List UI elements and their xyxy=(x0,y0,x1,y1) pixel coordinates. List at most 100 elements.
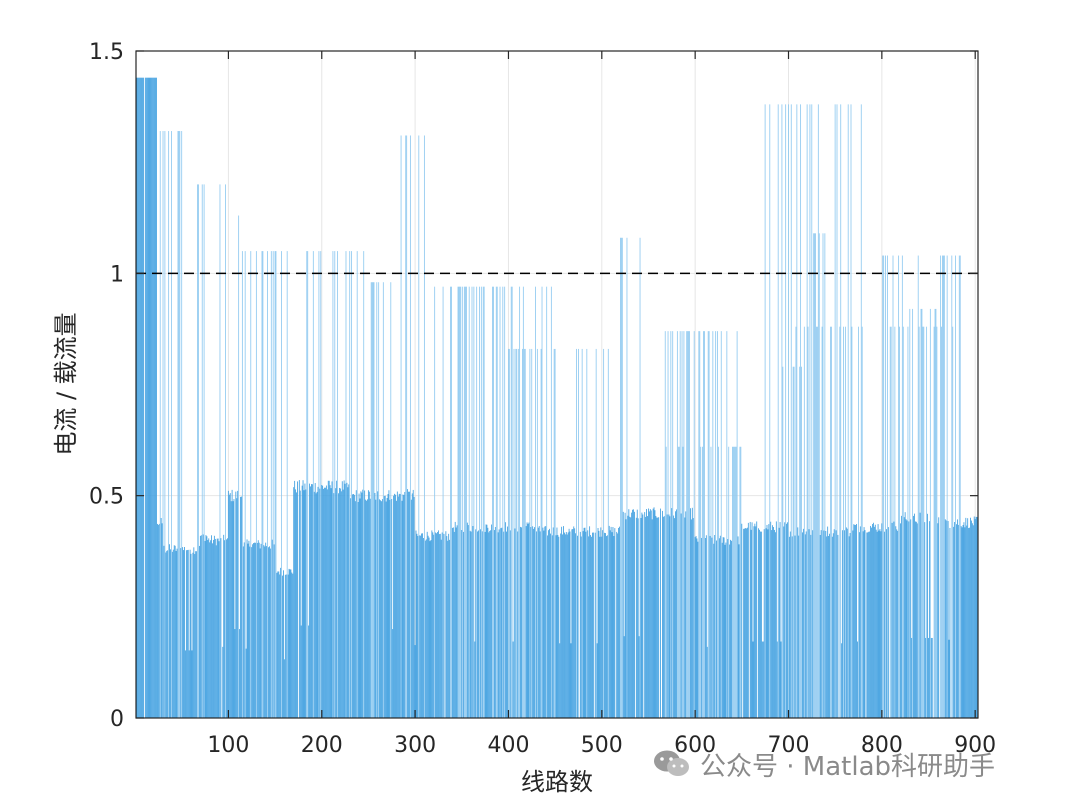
bar xyxy=(222,646,224,718)
bar xyxy=(885,255,886,718)
bar xyxy=(211,535,212,718)
bar xyxy=(559,643,561,718)
bar xyxy=(185,550,187,718)
bar xyxy=(926,326,928,718)
bar xyxy=(606,536,607,718)
bar xyxy=(883,255,885,718)
bar xyxy=(918,326,920,718)
bar xyxy=(564,534,566,718)
bar xyxy=(364,490,366,718)
bar xyxy=(426,531,428,718)
bar xyxy=(392,629,394,718)
bar xyxy=(482,286,484,718)
bar xyxy=(475,529,477,718)
bar xyxy=(270,251,272,718)
bar xyxy=(709,535,711,718)
bar xyxy=(175,550,177,718)
x-tick-label: 200 xyxy=(301,733,343,758)
bar xyxy=(960,526,962,718)
bar xyxy=(525,526,527,718)
bar xyxy=(142,77,143,719)
bar xyxy=(743,528,745,718)
bar xyxy=(274,251,276,718)
bar xyxy=(912,308,914,718)
bar xyxy=(251,547,253,718)
bar xyxy=(917,255,919,718)
bar xyxy=(630,517,632,718)
bar xyxy=(496,286,498,718)
bar xyxy=(499,286,501,718)
bar xyxy=(550,286,552,718)
bar xyxy=(732,446,733,718)
bar xyxy=(553,348,555,718)
bar xyxy=(311,484,312,718)
bar xyxy=(651,519,653,718)
bar xyxy=(521,527,522,718)
bar xyxy=(358,493,360,718)
bar xyxy=(183,550,184,718)
bar xyxy=(239,629,240,718)
bar xyxy=(754,523,756,718)
bar xyxy=(409,135,411,718)
bar xyxy=(485,524,487,718)
bar xyxy=(683,331,685,718)
bar xyxy=(664,331,666,718)
bar xyxy=(654,510,656,718)
bar xyxy=(870,525,872,718)
bar xyxy=(353,493,354,718)
bar xyxy=(436,533,437,718)
bar xyxy=(400,135,402,718)
bar xyxy=(714,534,716,718)
watermark-text: 公众号 · Matlab科研助手 xyxy=(700,751,996,782)
bar xyxy=(591,536,592,718)
bar xyxy=(549,533,551,718)
bar xyxy=(227,538,228,718)
bar xyxy=(596,643,598,718)
bar xyxy=(704,537,706,718)
bar xyxy=(639,237,641,718)
bar xyxy=(794,535,796,718)
bar xyxy=(468,286,470,718)
bar xyxy=(749,521,751,718)
bar xyxy=(215,545,217,718)
bar xyxy=(552,527,554,718)
bar xyxy=(678,446,680,718)
bar xyxy=(339,488,341,718)
bar xyxy=(336,480,338,718)
bar xyxy=(403,494,405,718)
bar xyxy=(488,532,490,718)
bar xyxy=(481,531,483,718)
bar xyxy=(386,497,388,718)
bar xyxy=(301,485,303,718)
bar xyxy=(493,286,494,718)
bar xyxy=(715,331,717,718)
bar xyxy=(214,538,216,718)
bar xyxy=(967,518,969,718)
bar xyxy=(827,526,829,718)
bar xyxy=(722,537,724,718)
bar xyxy=(363,251,365,718)
bar xyxy=(233,499,235,718)
bar xyxy=(869,531,871,718)
bar xyxy=(398,493,400,718)
bar xyxy=(895,526,897,718)
bar xyxy=(733,446,735,718)
bar xyxy=(395,500,397,718)
bar xyxy=(937,523,939,718)
bar xyxy=(863,527,865,718)
bar xyxy=(278,571,280,718)
bar xyxy=(882,255,884,718)
bar xyxy=(956,519,958,718)
bar xyxy=(200,535,202,718)
bar xyxy=(568,528,570,718)
bar xyxy=(261,251,263,718)
bar xyxy=(415,530,417,718)
bar xyxy=(861,326,863,718)
bar xyxy=(178,131,180,719)
bar xyxy=(638,636,640,718)
bar xyxy=(693,331,695,718)
bar xyxy=(764,104,766,719)
bar xyxy=(396,491,398,718)
bar xyxy=(502,286,504,718)
